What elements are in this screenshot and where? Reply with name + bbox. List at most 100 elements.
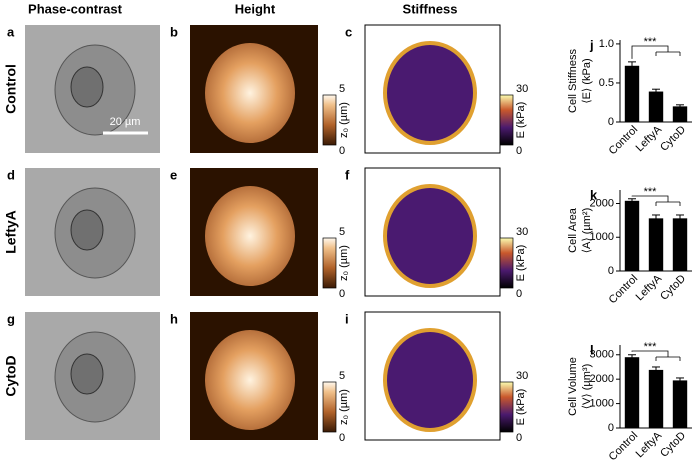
y-axis-label: ⟨E⟩ (kPa) <box>581 58 593 103</box>
colorbar <box>322 381 337 433</box>
colorbar-min: 0 <box>516 432 522 444</box>
colorbar <box>322 94 337 146</box>
x-tick-label: LeftyA <box>634 272 665 303</box>
y-tick-label: 0 <box>608 265 614 277</box>
colorbar-min: 0 <box>339 145 345 157</box>
panel-letter: g <box>7 311 15 326</box>
significance-bracket <box>631 350 681 361</box>
cell-height <box>205 186 295 286</box>
colorbar-max: 5 <box>339 226 345 238</box>
y-tick-label: 3000 <box>590 349 614 361</box>
error-bar <box>628 198 636 203</box>
colorbar-label: E (kPa) <box>515 245 527 282</box>
x-tick-label: LeftyA <box>634 123 665 154</box>
panel-letter: j <box>589 37 594 52</box>
bar <box>672 218 688 271</box>
error-bar <box>652 88 660 94</box>
bar <box>624 357 640 428</box>
panel-letter: c <box>345 24 352 39</box>
panel-letter: h <box>170 311 178 326</box>
significance-label: *** <box>644 186 658 198</box>
colorbar-label: E (kPa) <box>515 389 527 426</box>
panel-letter: f <box>345 167 350 182</box>
panel-letter: d <box>7 167 15 182</box>
error-bar <box>652 214 660 222</box>
error-bar <box>676 214 684 222</box>
scale-bar-label: 20 µm <box>110 116 141 128</box>
colorbar-min: 0 <box>516 145 522 157</box>
significance-bracket <box>631 195 681 206</box>
column-header: Stiffness <box>403 1 458 16</box>
x-tick-label: CytoD <box>658 124 688 154</box>
y-tick-label: 1000 <box>590 397 614 409</box>
colorbar-max: 30 <box>516 226 528 238</box>
panel-letter: k <box>590 187 598 202</box>
nucleus <box>70 209 104 251</box>
cell-stiffness <box>383 41 477 145</box>
panel-letter: a <box>7 24 15 39</box>
y-axis-label: Cell Volume <box>567 357 579 416</box>
panel-letter: e <box>170 167 177 182</box>
panel-letter: i <box>345 311 349 326</box>
x-tick-label: CytoD <box>658 430 688 460</box>
colorbar-max: 30 <box>516 370 528 382</box>
bar <box>672 380 688 428</box>
x-tick-label: Control <box>607 124 641 158</box>
colorbar-min: 0 <box>339 432 345 444</box>
significance-label: *** <box>644 36 658 48</box>
panel-letter: b <box>170 24 178 39</box>
row-label: LeftyA <box>3 210 19 254</box>
x-tick-label: LeftyA <box>634 429 665 460</box>
y-axis-label: ⟨V⟩ (µm³) <box>581 364 593 409</box>
row-label: CytoD <box>3 355 19 396</box>
colorbar-label: z₀ (µm) <box>338 102 350 138</box>
colorbar <box>499 94 514 146</box>
nucleus <box>70 66 104 108</box>
bar <box>624 200 640 271</box>
colorbar-label: E (kPa) <box>515 102 527 139</box>
x-tick-label: CytoD <box>658 273 688 303</box>
cell-height <box>205 330 295 430</box>
colorbar-label: z₀ (µm) <box>338 245 350 281</box>
y-axis-label: Cell Area <box>567 207 579 253</box>
bar <box>648 218 664 271</box>
colorbar-max: 30 <box>516 83 528 95</box>
x-tick-label: Control <box>607 273 641 307</box>
y-tick-label: 0 <box>608 422 614 434</box>
colorbar-max: 5 <box>339 370 345 382</box>
nucleus <box>70 353 104 395</box>
cell-stiffness <box>383 184 477 288</box>
significance-label: *** <box>644 341 658 353</box>
y-tick-label: 2000 <box>590 373 614 385</box>
colorbar <box>322 237 337 289</box>
bar <box>672 106 688 122</box>
y-tick-label: 0 <box>608 116 614 128</box>
bar <box>648 91 664 122</box>
error-bar <box>652 366 660 373</box>
x-tick-label: Control <box>607 430 641 464</box>
colorbar <box>499 381 514 433</box>
cell-height <box>205 43 295 143</box>
column-header: Phase-contrast <box>28 1 123 16</box>
error-bar <box>628 354 636 360</box>
y-tick-label: 2000 <box>590 197 614 209</box>
column-header: Height <box>235 1 276 16</box>
colorbar-min: 0 <box>516 288 522 300</box>
y-tick-label: 0.5 <box>599 77 614 89</box>
cell-stiffness <box>383 328 477 432</box>
y-tick-label: 1000 <box>590 231 614 243</box>
row-label: Control <box>3 64 19 114</box>
error-bar <box>676 104 684 108</box>
y-axis-label: ⟨A⟩ (µm²) <box>581 208 593 253</box>
error-bar <box>628 61 636 70</box>
colorbar <box>499 237 514 289</box>
significance-bracket <box>631 45 681 59</box>
panel-letter: l <box>590 342 594 357</box>
colorbar-max: 5 <box>339 83 345 95</box>
error-bar <box>676 377 684 383</box>
colorbar-label: z₀ (µm) <box>338 389 350 425</box>
colorbar-min: 0 <box>339 288 345 300</box>
bar <box>648 369 664 428</box>
y-tick-label: 1.0 <box>599 38 614 50</box>
